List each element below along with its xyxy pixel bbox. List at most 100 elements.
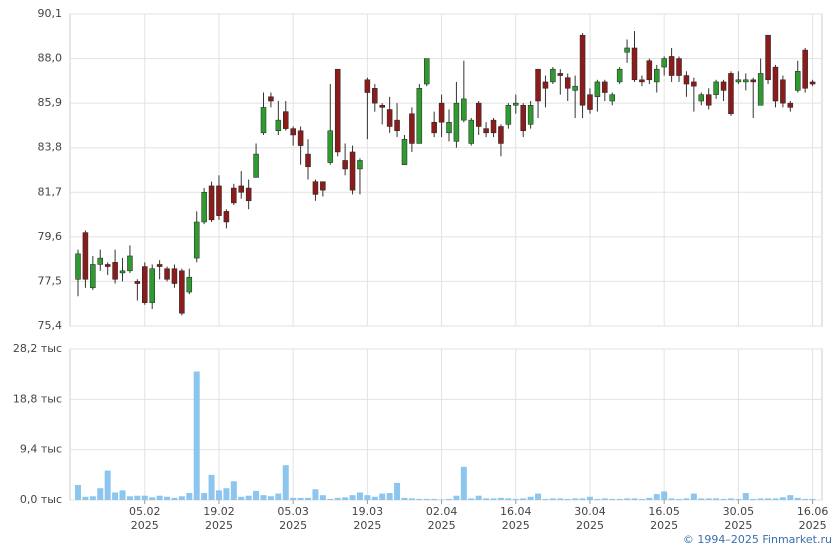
y-tick-label: 90,1: [38, 7, 63, 20]
volume-bar: [683, 498, 690, 500]
volume-bar: [757, 498, 764, 500]
volume-bar: [727, 498, 734, 500]
candle-body: [579, 34, 586, 106]
volume-bar: [631, 498, 638, 500]
candle-body: [780, 79, 786, 104]
volume-bar: [134, 495, 141, 500]
y-tick-label: 9,4 тыс: [20, 443, 62, 456]
volume-bar: [653, 494, 660, 500]
candle-body: [275, 119, 282, 131]
candle-body: [527, 105, 534, 125]
candle-body: [312, 181, 319, 195]
candle-body: [594, 81, 601, 98]
plot-frame: [69, 348, 823, 501]
candle-body: [119, 270, 126, 274]
candle-body: [253, 153, 259, 178]
volume-bar: [253, 490, 260, 500]
volume-bar: [609, 498, 616, 500]
candle-body: [802, 49, 808, 89]
candle-body: [616, 68, 623, 83]
candle-body: [757, 73, 764, 106]
candle-body: [438, 102, 445, 123]
volume-bar: [364, 495, 371, 500]
candle-body: [683, 75, 690, 85]
volume-bar: [690, 493, 697, 500]
volume-bar: [676, 498, 683, 500]
volume-bar: [468, 498, 475, 500]
y-tick-label: 18,8 тыс: [13, 392, 62, 405]
volume-bar: [386, 493, 393, 500]
volume-bar: [297, 497, 304, 500]
candle-body: [713, 81, 719, 95]
volume-bar: [82, 496, 89, 500]
candle-body: [787, 102, 794, 108]
volume-bar: [401, 497, 408, 500]
candle-body: [401, 138, 408, 165]
volume-bar: [371, 496, 378, 500]
candle-body: [587, 94, 593, 110]
candle-body: [372, 88, 378, 104]
candle-body: [104, 264, 111, 267]
candle-body: [498, 126, 504, 144]
volume-bar: [446, 498, 452, 500]
source-link[interactable]: © 1994–2025 Finmarket.ru: [682, 533, 832, 546]
candle-body: [268, 96, 274, 102]
candle-body: [676, 58, 682, 76]
volume-bar: [356, 492, 363, 500]
volume-bar: [735, 498, 742, 500]
volume-bar: [505, 498, 512, 500]
volume-bar: [646, 497, 653, 500]
volume-bar: [334, 497, 341, 500]
volume-bar: [178, 496, 185, 500]
volume-bar: [312, 489, 319, 500]
volume-bar: [319, 495, 326, 500]
volume-bar: [89, 496, 96, 500]
candle-body: [342, 160, 348, 170]
x-tick-label: 16.05 2025: [648, 505, 680, 532]
candle-body: [453, 102, 460, 142]
volume-bar: [668, 498, 675, 500]
volume-bar: [342, 497, 349, 500]
candle-body: [112, 262, 118, 280]
candle-body: [171, 268, 178, 284]
volume-bar: [750, 498, 757, 500]
volume-bar: [490, 498, 497, 500]
candle-body: [231, 187, 237, 204]
candle-body: [327, 130, 334, 163]
candle-body: [483, 128, 489, 134]
volume-bar: [586, 496, 593, 500]
candle-body: [379, 105, 385, 108]
y-tick-label: 77,5: [38, 274, 63, 287]
volume-bar: [661, 491, 668, 500]
candle-body: [75, 253, 81, 280]
candle-body: [305, 153, 311, 168]
volume-bar: [201, 493, 208, 500]
candle-body: [245, 187, 252, 202]
volume-bar: [594, 498, 601, 500]
candle-body: [513, 102, 519, 106]
y-tick-label: 88,0: [38, 52, 63, 65]
candle-body: [743, 79, 749, 83]
volume-bar: [572, 498, 579, 500]
candle-body: [223, 211, 230, 223]
candle-body: [572, 85, 578, 91]
candle-body: [334, 68, 341, 153]
candle-body: [201, 192, 207, 223]
candle-body: [290, 128, 296, 136]
candle-body: [186, 276, 193, 293]
volume-bar: [416, 498, 423, 500]
x-tick-label: 30.05 2025: [722, 505, 755, 532]
volume-bar: [75, 485, 81, 500]
candle-body: [468, 119, 475, 144]
x-tick-label: 19.02 2025: [203, 505, 235, 532]
volume-bar: [698, 498, 705, 500]
x-tick-label: 02.04 2025: [425, 505, 458, 532]
volume-bar: [230, 481, 237, 500]
x-tick-label: 05.02 2025: [129, 505, 161, 532]
candle-body: [668, 56, 675, 76]
volume-bar: [327, 498, 334, 500]
candle-body: [416, 88, 423, 144]
candle-body: [149, 268, 155, 303]
candle-body: [461, 98, 467, 121]
